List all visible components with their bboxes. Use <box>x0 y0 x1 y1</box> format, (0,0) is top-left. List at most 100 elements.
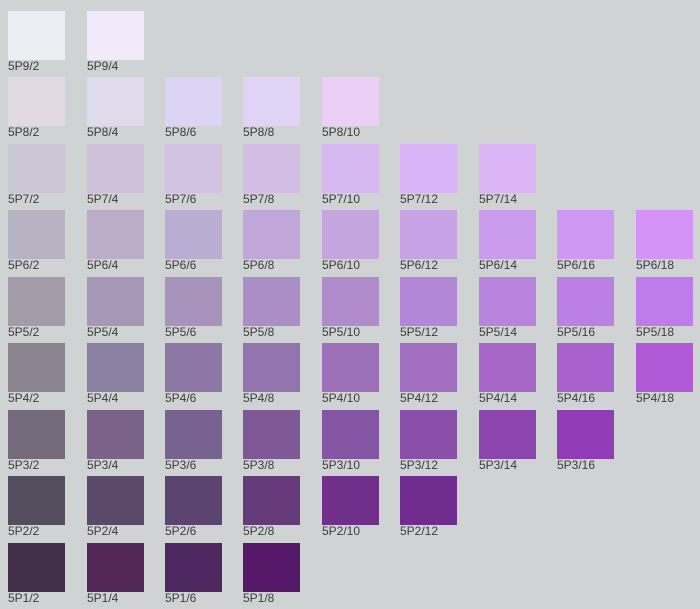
color-swatch <box>87 343 144 392</box>
color-chip: 5P7/14 <box>479 144 536 206</box>
chip-label: 5P3/2 <box>8 458 40 472</box>
color-chip: 5P6/14 <box>479 210 536 272</box>
color-swatch <box>243 210 300 259</box>
chip-label: 5P6/2 <box>8 258 40 272</box>
chip-label: 5P1/8 <box>243 591 275 605</box>
chip-label: 5P7/8 <box>243 192 275 206</box>
chip-label: 5P4/6 <box>165 391 197 405</box>
chip-label: 5P8/8 <box>243 125 275 139</box>
chip-label: 5P3/10 <box>322 458 361 472</box>
chip-label: 5P5/16 <box>557 325 596 339</box>
chip-label: 5P6/12 <box>400 258 439 272</box>
color-chip: 5P4/10 <box>322 343 379 405</box>
chip-label: 5P2/2 <box>8 524 40 538</box>
color-swatch <box>87 210 144 259</box>
color-chip: 5P4/2 <box>8 343 65 405</box>
color-chip: 5P6/8 <box>243 210 300 272</box>
color-chip: 5P3/2 <box>8 410 65 472</box>
chip-label: 5P5/10 <box>322 325 361 339</box>
color-chip: 5P4/18 <box>636 343 693 405</box>
color-chip: 5P3/16 <box>557 410 614 472</box>
color-chip: 5P8/10 <box>322 77 379 139</box>
color-swatch <box>479 410 536 459</box>
color-chip: 5P8/4 <box>87 77 144 139</box>
color-chip: 5P7/10 <box>322 144 379 206</box>
color-swatch <box>636 210 693 259</box>
color-chip: 5P4/16 <box>557 343 614 405</box>
chip-label: 5P3/8 <box>243 458 275 472</box>
chip-label: 5P1/4 <box>87 591 119 605</box>
chip-label: 5P6/10 <box>322 258 361 272</box>
chip-label: 5P6/18 <box>636 258 675 272</box>
color-chip: 5P6/2 <box>8 210 65 272</box>
color-swatch <box>243 410 300 459</box>
chip-label: 5P5/12 <box>400 325 439 339</box>
color-chip: 5P6/16 <box>557 210 614 272</box>
color-chip: 5P7/2 <box>8 144 65 206</box>
chip-label: 5P1/6 <box>165 591 197 605</box>
color-chip: 5P5/6 <box>165 277 222 339</box>
color-swatch <box>479 144 536 193</box>
color-swatch <box>87 543 144 592</box>
color-swatch <box>636 277 693 326</box>
color-swatch <box>8 543 65 592</box>
chip-label: 5P9/4 <box>87 59 119 73</box>
chip-label: 5P8/2 <box>8 125 40 139</box>
color-swatch <box>322 410 379 459</box>
color-chip: 5P4/14 <box>479 343 536 405</box>
chip-label: 5P6/4 <box>87 258 119 272</box>
chip-label: 5P4/14 <box>479 391 518 405</box>
chip-label: 5P2/12 <box>400 524 439 538</box>
color-swatch <box>165 543 222 592</box>
color-chip: 5P2/10 <box>322 476 379 538</box>
color-chip: 5P9/4 <box>87 11 144 73</box>
chip-label: 5P7/2 <box>8 192 40 206</box>
color-swatch <box>400 144 457 193</box>
color-swatch <box>557 343 614 392</box>
color-swatch <box>322 144 379 193</box>
color-swatch <box>479 277 536 326</box>
color-swatch <box>322 343 379 392</box>
chip-label: 5P3/6 <box>165 458 197 472</box>
color-swatch <box>8 343 65 392</box>
color-swatch <box>8 277 65 326</box>
color-chip: 5P1/4 <box>87 543 144 605</box>
color-swatch <box>87 144 144 193</box>
chip-label: 5P7/6 <box>165 192 197 206</box>
color-swatch <box>243 343 300 392</box>
chip-label: 5P2/4 <box>87 524 119 538</box>
chip-label: 5P4/10 <box>322 391 361 405</box>
color-chip: 5P4/12 <box>400 343 457 405</box>
chip-label: 5P4/12 <box>400 391 439 405</box>
chip-label: 5P7/14 <box>479 192 518 206</box>
color-chip: 5P3/6 <box>165 410 222 472</box>
color-swatch <box>243 543 300 592</box>
color-chip: 5P5/16 <box>557 277 614 339</box>
chip-label: 5P6/16 <box>557 258 596 272</box>
color-swatch <box>243 277 300 326</box>
chip-label: 5P8/6 <box>165 125 197 139</box>
color-swatch <box>8 77 65 126</box>
color-swatch <box>322 77 379 126</box>
color-chip: 5P7/4 <box>87 144 144 206</box>
color-chip: 5P6/10 <box>322 210 379 272</box>
color-swatch <box>557 277 614 326</box>
color-swatch <box>8 410 65 459</box>
color-chip: 5P1/2 <box>8 543 65 605</box>
color-chip: 5P1/6 <box>165 543 222 605</box>
chip-label: 5P5/14 <box>479 325 518 339</box>
color-chip: 5P7/8 <box>243 144 300 206</box>
color-swatch <box>165 476 222 525</box>
color-chip: 5P6/6 <box>165 210 222 272</box>
color-chip: 5P7/6 <box>165 144 222 206</box>
chip-label: 5P5/6 <box>165 325 197 339</box>
chip-label: 5P4/2 <box>8 391 40 405</box>
color-swatch <box>322 210 379 259</box>
color-swatch <box>243 77 300 126</box>
color-swatch <box>87 476 144 525</box>
color-chip: 5P2/12 <box>400 476 457 538</box>
chip-label: 5P4/4 <box>87 391 119 405</box>
chip-label: 5P4/8 <box>243 391 275 405</box>
color-chip: 5P8/8 <box>243 77 300 139</box>
chip-label: 5P2/8 <box>243 524 275 538</box>
